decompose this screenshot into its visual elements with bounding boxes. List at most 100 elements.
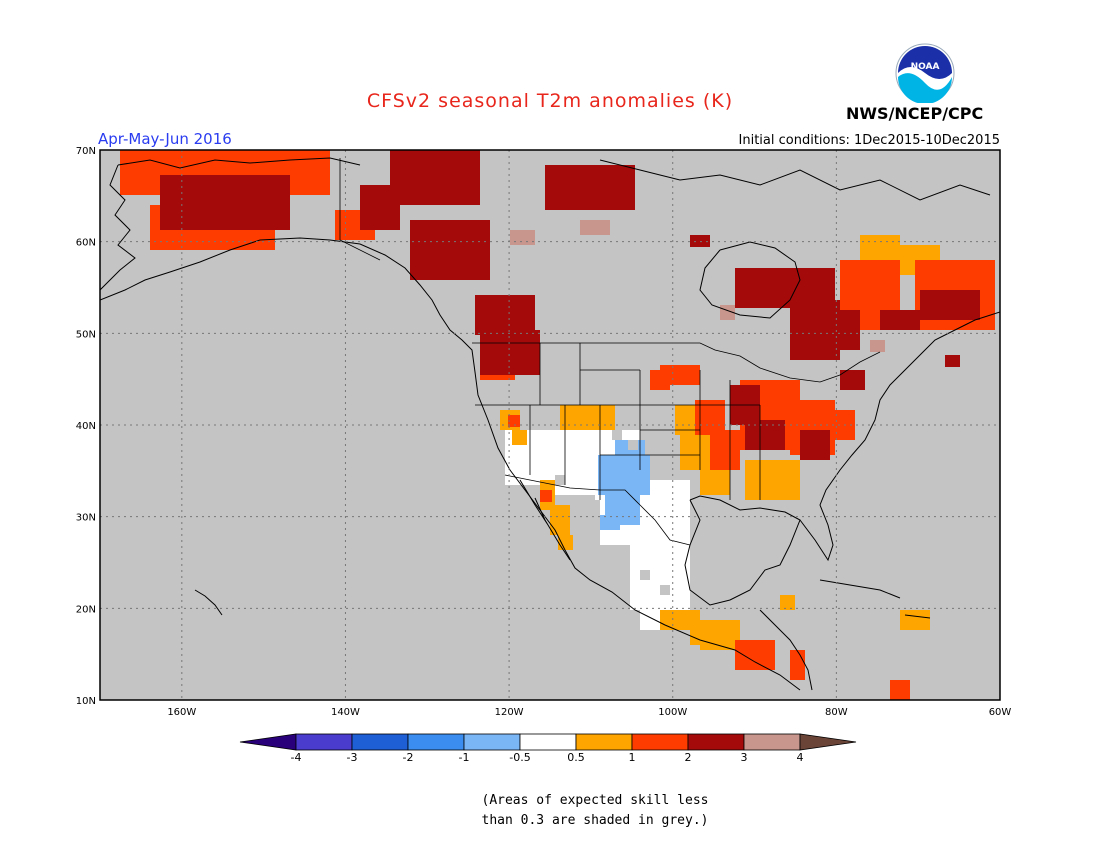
masked-cell xyxy=(665,455,675,465)
anomaly-cell xyxy=(770,470,795,500)
anomaly-cell xyxy=(630,540,690,610)
anomaly-cell xyxy=(650,370,670,390)
anomaly-cell xyxy=(160,175,290,230)
colorbar-level-label: -4 xyxy=(290,751,302,764)
hudson-bay xyxy=(699,241,801,319)
anomaly-cell xyxy=(690,235,710,247)
skill-footnote: (Areas of expected skill less than 0.3 a… xyxy=(0,791,1100,831)
lat-tick-label: 30N xyxy=(76,513,96,524)
colorbar-level-label: 3 xyxy=(740,751,748,764)
agency-label: NWS/NCEP/CPC xyxy=(846,104,984,123)
lon-tick-label: 160W xyxy=(167,707,196,718)
anomaly-cell xyxy=(475,295,535,335)
colorbar-level-label: 1 xyxy=(628,751,636,764)
lon-tick-label: 80W xyxy=(825,707,848,718)
anomaly-cell xyxy=(512,430,527,445)
alaska-north-coast xyxy=(117,157,361,169)
masked-cell xyxy=(612,430,622,440)
lat-tick-label: 20N xyxy=(76,604,96,615)
pacific-coastline xyxy=(100,237,801,691)
noaa-logo: NOAA xyxy=(895,43,955,103)
hawaii xyxy=(194,589,223,616)
season-label: Apr-May-Jun 2016 xyxy=(98,130,232,148)
us-state-lines xyxy=(475,343,761,500)
central-america-coast xyxy=(759,609,813,691)
colorbar xyxy=(239,733,857,751)
colorbar-level-label: 4 xyxy=(796,751,804,764)
anomaly-cell xyxy=(790,650,805,680)
masked-cell xyxy=(660,432,670,442)
lat-tick-label: 70N xyxy=(76,146,96,157)
cuba xyxy=(819,579,901,599)
anomaly-cell xyxy=(710,430,740,470)
anomaly-cell xyxy=(860,235,900,260)
anomaly-cell xyxy=(700,470,730,495)
lon-tick-label: 120W xyxy=(495,707,524,718)
anomaly-cell xyxy=(560,405,615,430)
colorbar-segment xyxy=(687,733,745,751)
atlantic-coast xyxy=(799,311,1000,562)
colorbar-segment xyxy=(295,733,353,751)
colorbar-level-label: 2 xyxy=(684,751,692,764)
anomaly-cell xyxy=(880,310,920,330)
us-mexico-border xyxy=(504,474,691,546)
anomaly-cell xyxy=(700,630,740,650)
chart-title: CFSv2 seasonal T2m anomalies (K) xyxy=(366,90,734,112)
masked-cell xyxy=(628,440,638,450)
anomaly-cell xyxy=(480,330,540,375)
lat-tick-label: 40N xyxy=(76,421,96,432)
colorbar-segment xyxy=(631,733,689,751)
lat-tick-label: 10N xyxy=(76,696,96,707)
colorbar-segment xyxy=(519,733,577,751)
anomaly-cell xyxy=(598,455,650,495)
colorbar-segment xyxy=(351,733,409,751)
anomaly-cell xyxy=(540,490,552,502)
arctic-islands xyxy=(599,159,991,201)
masked-cell xyxy=(640,570,650,580)
hispaniola xyxy=(904,614,931,619)
colorbar-level-label: -2 xyxy=(402,751,414,764)
anomaly-cell xyxy=(360,185,400,230)
alaska-west-coast xyxy=(100,164,136,291)
anomaly-cell xyxy=(920,290,980,320)
masked-cell xyxy=(555,475,565,485)
anomaly-cell xyxy=(780,595,795,610)
anomaly-cell xyxy=(900,610,930,630)
colorbar-segment xyxy=(575,733,633,751)
anomaly-cell xyxy=(800,430,830,460)
anomaly-cell xyxy=(840,370,865,390)
colorbar-level-label: -0.5 xyxy=(509,751,531,764)
anomaly-cell xyxy=(410,220,490,280)
lat-tick-label: 60N xyxy=(76,238,96,249)
colorbar-level-label: -1 xyxy=(458,751,470,764)
anomaly-cell xyxy=(550,505,570,535)
gulf-coast xyxy=(684,495,801,606)
footnote-line-2: than 0.3 are shaded in grey.) xyxy=(481,813,709,828)
anomaly-cell xyxy=(830,310,860,350)
lon-tick-label: 100W xyxy=(658,707,687,718)
colorbar-level-label: -3 xyxy=(346,751,358,764)
anomaly-cell xyxy=(945,355,960,367)
anomaly-cell xyxy=(870,340,885,352)
anomaly-cell xyxy=(545,165,635,210)
lon-tick-label: 140W xyxy=(331,707,360,718)
anomaly-cell xyxy=(735,640,775,670)
masked-cell xyxy=(610,550,620,560)
anomaly-cell xyxy=(890,680,910,700)
logo-text: NOAA xyxy=(911,62,940,72)
anomaly-cell xyxy=(600,515,620,530)
map-frame-group: 10N 20N 30N 40N 50N 60N 70N 160W 140W 120W 100W 80W… xyxy=(76,146,1012,718)
map-frame xyxy=(99,149,1001,701)
anomaly-cell xyxy=(510,230,535,245)
alaska-canada-border xyxy=(339,158,381,261)
colorbar-low-arrow xyxy=(239,733,297,751)
anomaly-cell xyxy=(508,415,520,427)
baja-coast xyxy=(519,479,571,561)
colorbar-segment xyxy=(743,733,801,751)
colorbar-level-label: 0.5 xyxy=(567,751,585,764)
political-borders xyxy=(339,158,881,546)
anomaly-cell xyxy=(390,150,480,205)
coastlines xyxy=(100,157,1000,691)
masked-cell xyxy=(660,585,670,595)
